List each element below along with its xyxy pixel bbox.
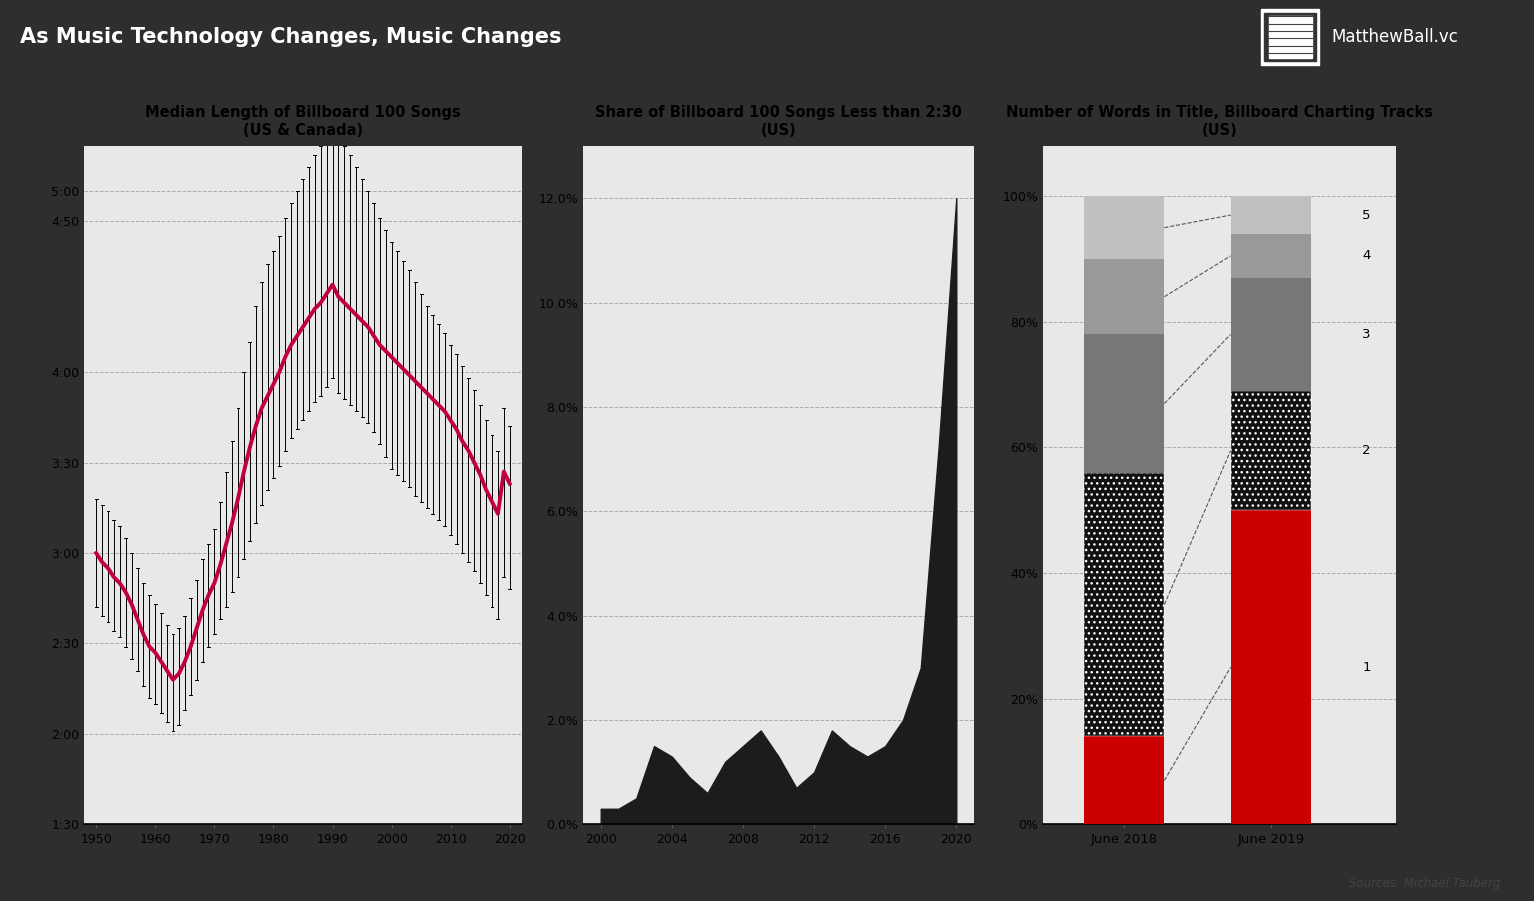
Bar bbox=[1269, 16, 1312, 58]
Title: Share of Billboard 100 Songs Less than 2:30
(US): Share of Billboard 100 Songs Less than 2… bbox=[595, 105, 962, 138]
Bar bbox=[1261, 9, 1319, 65]
Text: 3: 3 bbox=[1362, 328, 1370, 341]
Text: As Music Technology Changes, Music Changes: As Music Technology Changes, Music Chang… bbox=[20, 27, 561, 47]
Bar bbox=[1083, 334, 1164, 473]
Bar bbox=[1230, 391, 1312, 510]
Text: MatthewBall.vc: MatthewBall.vc bbox=[1332, 28, 1459, 46]
Title: Median Length of Billboard 100 Songs
(US & Canada): Median Length of Billboard 100 Songs (US… bbox=[146, 105, 460, 138]
Text: 2: 2 bbox=[1362, 444, 1370, 457]
Text: Sources: Michael Tauberg: Sources: Michael Tauberg bbox=[1348, 878, 1500, 890]
Bar bbox=[1083, 196, 1164, 259]
Bar bbox=[1083, 473, 1164, 736]
Bar bbox=[1230, 196, 1312, 234]
Bar bbox=[1230, 510, 1312, 824]
Bar bbox=[1230, 234, 1312, 278]
Bar bbox=[1083, 259, 1164, 334]
Title: Number of Words in Title, Billboard Charting Tracks
(US): Number of Words in Title, Billboard Char… bbox=[1006, 105, 1433, 138]
Text: 4: 4 bbox=[1362, 250, 1370, 262]
Bar bbox=[1264, 13, 1316, 61]
Text: 5: 5 bbox=[1362, 208, 1370, 222]
Bar bbox=[1083, 736, 1164, 824]
Bar bbox=[1230, 278, 1312, 391]
Text: 1: 1 bbox=[1362, 660, 1370, 674]
